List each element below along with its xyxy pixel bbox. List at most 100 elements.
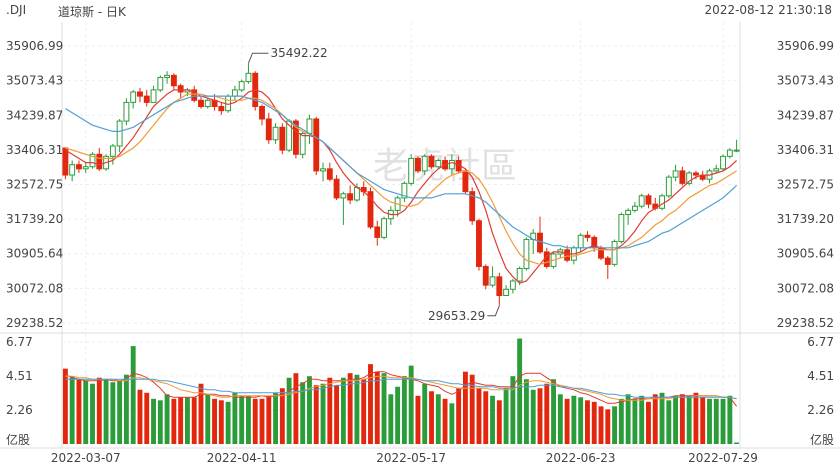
volume-bar [198, 383, 204, 444]
candle-up [611, 241, 618, 265]
candle-up [686, 172, 693, 184]
candle-down [584, 234, 591, 238]
volume-bar [496, 400, 502, 444]
volume-bar [171, 398, 177, 444]
volume-bar [571, 395, 577, 444]
candle-up [516, 268, 523, 282]
volume-bar [388, 394, 394, 444]
volume-bar [246, 395, 251, 444]
volume-bar [69, 376, 75, 444]
price-tick-label-left: 31739.20 [6, 212, 63, 226]
volume-bar [686, 395, 692, 444]
volume-bar [517, 338, 523, 444]
volume-bar [585, 400, 590, 444]
candle-down [415, 157, 421, 172]
volume-bar [462, 371, 468, 444]
candle-down [96, 153, 103, 170]
volume-bar [184, 397, 190, 444]
volume-unit-label-left: 亿股 [6, 432, 30, 447]
price-tick-label-right: 30072.08 [777, 281, 834, 295]
candle-down [292, 120, 299, 155]
volume-bar [476, 388, 482, 444]
candle-down [177, 85, 184, 93]
symbol-label: .DJI [6, 3, 27, 17]
volume-bar [62, 368, 68, 444]
price-tick-label-right: 35073.43 [777, 74, 834, 88]
date-tick-label: 2022-07-29 [688, 451, 758, 465]
volume-bar [218, 400, 224, 444]
candle-up [665, 176, 672, 197]
volume-bar [300, 382, 306, 444]
candle-up [150, 89, 157, 103]
candle-down [76, 164, 82, 170]
volume-bar [123, 374, 129, 444]
candle-down [191, 89, 198, 101]
date-tick-label: 2022-06-23 [546, 451, 616, 465]
candle-up [489, 276, 496, 286]
candle-up [659, 195, 665, 209]
candle-down [604, 257, 611, 265]
candle-down [469, 191, 476, 222]
volume-bar [490, 395, 495, 444]
candle-up [109, 145, 116, 157]
candle-down [428, 155, 435, 168]
price-tick-label-right: 30905.64 [777, 247, 834, 261]
volume-bar [279, 388, 285, 444]
candle-down [265, 118, 272, 141]
candle-up [726, 149, 733, 157]
high-annotation-label: 35492.22 [270, 46, 327, 60]
volume-bar [110, 382, 116, 444]
candle-up [672, 170, 679, 178]
volume-bar [340, 377, 346, 444]
candle-up [720, 155, 726, 170]
volume-bar [96, 377, 102, 444]
volume-bar [273, 392, 279, 444]
volume-bar [266, 395, 272, 444]
volume-bar [530, 389, 536, 444]
candle-down [645, 195, 652, 205]
volume-bar [578, 397, 584, 444]
candle-down [496, 276, 503, 297]
volume-bar [408, 365, 414, 444]
price-tick-label-right: 33406.31 [777, 143, 834, 157]
volume-ma-line-1 [65, 371, 737, 407]
volume-bar [137, 389, 143, 444]
volume-bar [286, 377, 292, 444]
price-tick-label-right: 29238.52 [777, 316, 834, 330]
volume-bar [734, 442, 740, 444]
candle-down [313, 118, 320, 172]
price-tick-label-left: 35906.99 [6, 39, 63, 53]
volume-bar [313, 385, 319, 444]
price-ma-line-1 [65, 89, 738, 284]
volume-bar [307, 376, 312, 444]
volume-bar [598, 406, 604, 444]
volume-bar [442, 398, 448, 444]
volume-bar [612, 406, 618, 444]
candle-up [448, 160, 455, 170]
candle-up [503, 288, 510, 297]
candle-up [638, 195, 645, 207]
volume-ma-line-2 [65, 375, 737, 401]
volume-bar [652, 394, 658, 444]
volume-bar [354, 374, 360, 444]
volume-bar [117, 380, 123, 444]
volume-bar [374, 371, 380, 444]
candle-up [123, 101, 130, 122]
candle-up [164, 74, 171, 78]
candle-down [692, 172, 699, 176]
candle-up [435, 160, 442, 168]
candle-up [421, 155, 428, 172]
date-tick-label: 2022-04-11 [207, 451, 277, 465]
candle-up [89, 153, 96, 168]
volume-bar [510, 376, 516, 444]
candle-down [374, 226, 381, 238]
price-tick-label-right: 32572.75 [777, 178, 834, 192]
volume-bar [523, 379, 529, 444]
volume-bar [429, 391, 434, 444]
price-tick-label-left: 34239.87 [6, 108, 63, 122]
candle-up [625, 209, 632, 216]
volume-bar [90, 383, 95, 444]
candle-down [279, 126, 286, 151]
